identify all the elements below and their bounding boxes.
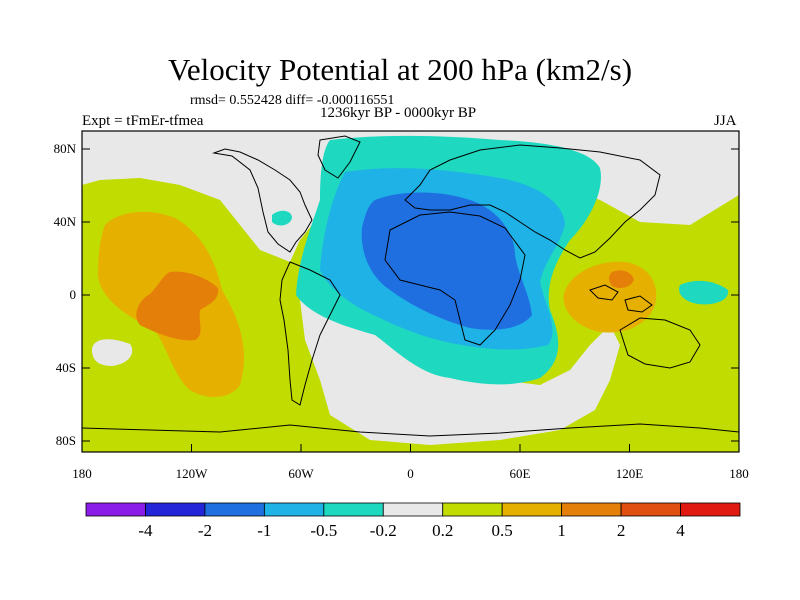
lat-tick-label: 40N	[54, 214, 77, 229]
colorbar-label: -4	[138, 521, 153, 540]
lat-tick-label: 80N	[54, 141, 77, 156]
lon-tick-label: 180	[72, 466, 92, 481]
lon-tick-label: 60E	[510, 466, 531, 481]
lat-labels: 80N 40N 0 40S 80S	[54, 141, 77, 448]
lon-labels: 180 120W 60W 0 60E 120E 180	[72, 466, 749, 481]
coast-north-america	[212, 148, 313, 253]
season-label: JJA	[714, 113, 737, 129]
colorbar-label: 4	[676, 521, 685, 540]
lon-tick-label: 120E	[616, 466, 644, 481]
coast-africa	[384, 211, 526, 346]
colorbar-label: 0.5	[492, 521, 513, 540]
colorbar-labels: -4 -2 -1 -0.5 -0.2 0.2 0.5 1 2 4	[138, 521, 685, 540]
colorbar-box	[382, 502, 444, 517]
map-fields	[82, 131, 739, 452]
coast-antarctica	[82, 423, 739, 437]
colorbar-label: 2	[617, 521, 626, 540]
coastlines	[82, 135, 739, 437]
field-negative-strong	[361, 192, 532, 330]
lat-tick-label: 40S	[56, 360, 76, 375]
lat-axis	[82, 148, 739, 442]
lon-axis	[81, 444, 740, 452]
colorbar-label: -1	[257, 521, 271, 540]
field-positive-indonesia-core	[609, 270, 634, 288]
colorbar-label: -0.2	[370, 521, 397, 540]
coast-greenland	[317, 135, 361, 179]
period-label: 1236kyr BP - 0000kyr BP	[320, 105, 477, 121]
colorbar-label: -2	[198, 521, 212, 540]
colorbar-box	[680, 502, 741, 517]
lon-tick-label: 180	[729, 466, 749, 481]
lat-tick-label: 80S	[56, 433, 76, 448]
colorbar-label: -0.5	[310, 521, 337, 540]
experiment-label: Expt = tFmEr-tfmea	[82, 113, 204, 129]
lon-tick-label: 60W	[288, 466, 314, 481]
colorbar-box	[442, 502, 503, 517]
coast-south-america	[279, 261, 341, 406]
colorbar-box	[263, 502, 325, 517]
colorbar-box	[145, 502, 206, 517]
colorbar-box	[620, 502, 681, 517]
colorbar-box	[561, 502, 622, 517]
colorbar-box	[204, 502, 265, 517]
plot-title: Velocity Potential at 200 hPa (km2/s)	[167, 52, 633, 87]
colorbar-label: 1	[557, 521, 566, 540]
stats-label: rmsd= 0.552428 diff= -0.000116551	[190, 93, 395, 108]
colorbar-box	[85, 502, 146, 517]
field-negative-atlantic-small	[272, 210, 292, 226]
lon-tick-label: 120W	[176, 466, 209, 481]
lat-tick-label: 0	[70, 287, 77, 302]
lon-tick-label: 0	[407, 466, 414, 481]
field-neutral-pacific	[92, 339, 133, 366]
colorbar-box	[323, 502, 384, 517]
coast-australia	[619, 317, 701, 369]
coast-eurasia	[404, 144, 661, 259]
field-negative-indian-ocean	[679, 280, 729, 305]
colorbar-box	[501, 502, 563, 517]
colorbar-label: 0.2	[432, 521, 453, 540]
colorbar	[85, 502, 741, 517]
coast-islands	[589, 284, 653, 313]
field-positive-east-pacific-core	[136, 271, 219, 341]
